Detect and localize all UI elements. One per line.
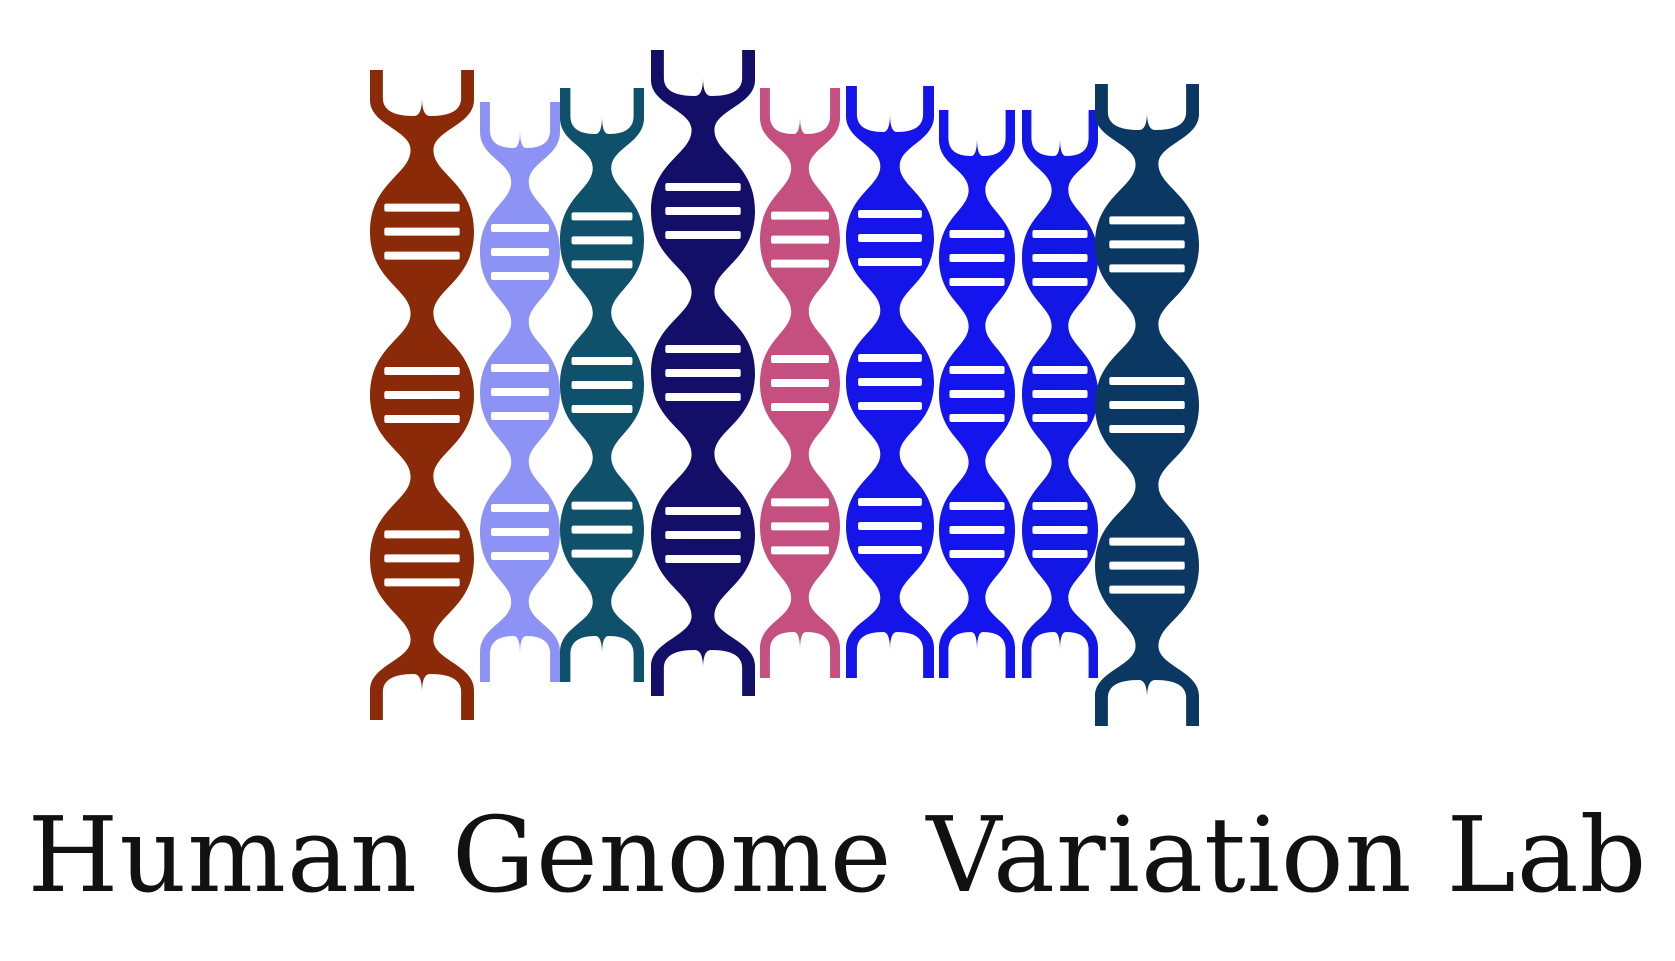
helix-rung — [491, 224, 549, 232]
helix-rung — [1109, 537, 1185, 546]
helix-rung — [384, 227, 460, 236]
helix-rung — [571, 236, 633, 245]
helix-rung — [771, 379, 829, 387]
helix-rung — [1109, 561, 1185, 570]
helix-rung — [949, 278, 1005, 286]
helix-rung — [1032, 414, 1088, 422]
helix-rung — [1109, 585, 1185, 594]
helix-rung — [771, 546, 829, 555]
helix-rung — [858, 354, 922, 362]
helix-rung — [858, 546, 922, 554]
helix-strand — [370, 70, 474, 720]
helix-rung — [949, 390, 1005, 398]
helix-rung — [571, 525, 633, 534]
helix-rung — [665, 183, 741, 191]
helix-rung — [858, 498, 922, 506]
helix-rung — [384, 367, 460, 375]
helix-rung — [571, 357, 633, 365]
helix-rung — [858, 402, 922, 410]
helix-rung — [771, 355, 829, 363]
helix-rung — [665, 345, 741, 353]
dna-helix-icon — [370, 50, 1199, 726]
helix-rung — [1032, 526, 1088, 534]
helix-rung — [384, 251, 460, 260]
helix-rung — [491, 552, 549, 560]
helix-rung — [491, 412, 549, 420]
helix-rung — [1032, 230, 1088, 238]
helix-rung — [1109, 264, 1185, 273]
helix-rung — [1109, 216, 1185, 225]
helix-rung — [665, 207, 741, 215]
helix-rung — [491, 364, 549, 372]
helix-rung — [949, 414, 1005, 422]
helix-rung — [491, 528, 549, 536]
helix-rung — [665, 555, 741, 563]
helix-rung — [858, 258, 922, 266]
helix-rung — [491, 388, 549, 396]
helix-rung — [571, 381, 633, 389]
helix-rung — [384, 578, 460, 587]
helix-rung — [491, 504, 549, 512]
helix-rung — [1032, 366, 1088, 374]
helix-strand — [651, 50, 755, 696]
helix-rung — [571, 405, 633, 413]
helix-rung — [491, 272, 549, 280]
helix-rung — [858, 378, 922, 386]
helix-rung — [949, 230, 1005, 238]
helix-rung — [1109, 401, 1185, 409]
helix-rung — [1109, 425, 1185, 433]
helix-rung — [771, 211, 829, 220]
helix-rung — [858, 210, 922, 218]
helix-rung — [665, 231, 741, 239]
helix-rung — [1032, 254, 1088, 262]
helix-rung — [1032, 390, 1088, 398]
helix-rung — [771, 498, 829, 507]
helix-strand — [1095, 84, 1199, 726]
helix-rung — [949, 254, 1005, 262]
helix-rung — [384, 554, 460, 563]
helix-rung — [949, 550, 1005, 558]
helix-strand — [1022, 110, 1098, 678]
helix-rung — [1032, 502, 1088, 510]
helix-rung — [571, 212, 633, 221]
helix-rung — [491, 248, 549, 256]
helix-rung — [858, 234, 922, 242]
helix-rung — [949, 502, 1005, 510]
helix-rung — [384, 391, 460, 399]
helix-rung — [858, 522, 922, 530]
helix-rung — [1032, 550, 1088, 558]
helix-rung — [949, 526, 1005, 534]
helix-rung — [384, 415, 460, 423]
helix-strand — [480, 102, 560, 682]
helix-strand — [846, 86, 934, 678]
helix-rung — [384, 530, 460, 539]
helix-strand — [939, 110, 1015, 678]
helix-rung — [665, 507, 741, 515]
helix-rung — [949, 366, 1005, 374]
helix-rung — [384, 203, 460, 212]
helix-rung — [771, 235, 829, 244]
helix-rung — [571, 260, 633, 269]
helix-rung — [771, 259, 829, 268]
helix-strand — [760, 88, 840, 678]
helix-rung — [571, 549, 633, 558]
helix-rung — [665, 531, 741, 539]
helix-rung — [571, 501, 633, 510]
lab-name: Human Genome Variation Lab — [27, 794, 1648, 916]
helix-rung — [771, 522, 829, 531]
helix-rung — [1032, 278, 1088, 286]
helix-rung — [771, 403, 829, 411]
helix-rung — [1109, 240, 1185, 249]
helix-rung — [665, 393, 741, 401]
helix-rung — [1109, 377, 1185, 385]
helix-strand — [560, 88, 644, 682]
helix-rung — [665, 369, 741, 377]
